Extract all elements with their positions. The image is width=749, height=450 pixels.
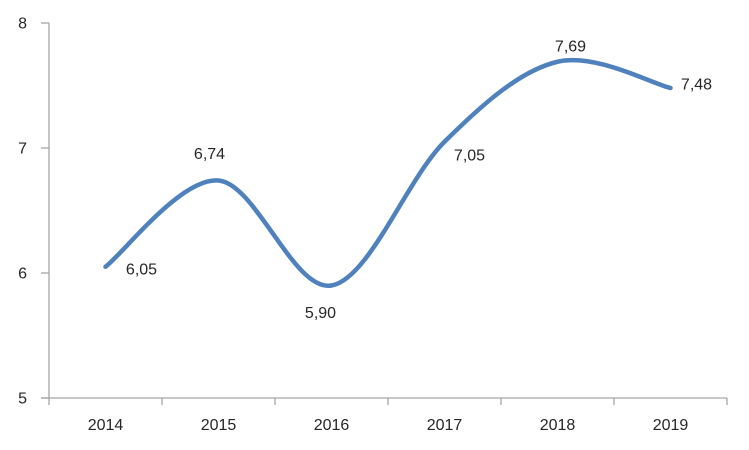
- y-tick-label: 7: [18, 141, 27, 158]
- data-point-label: 7,69: [555, 38, 586, 55]
- y-tick-label: 6: [18, 266, 27, 283]
- x-tick-label: 2018: [540, 417, 576, 434]
- data-point-label: 6,74: [194, 146, 225, 163]
- x-tick-label: 2016: [314, 417, 350, 434]
- data-point-label: 7,48: [681, 77, 712, 94]
- x-tick-label: 2015: [201, 417, 237, 434]
- x-tick-label: 2014: [88, 417, 124, 434]
- x-tick-label: 2019: [653, 417, 689, 434]
- x-tick-label: 2017: [427, 417, 463, 434]
- data-point-label: 5,90: [305, 305, 336, 322]
- data-series-line: [103, 58, 673, 288]
- y-tick-label: 5: [18, 391, 27, 408]
- data-point-label: 7,05: [454, 147, 485, 164]
- data-point-label: 6,05: [126, 261, 157, 278]
- y-tick-label: 8: [18, 16, 27, 33]
